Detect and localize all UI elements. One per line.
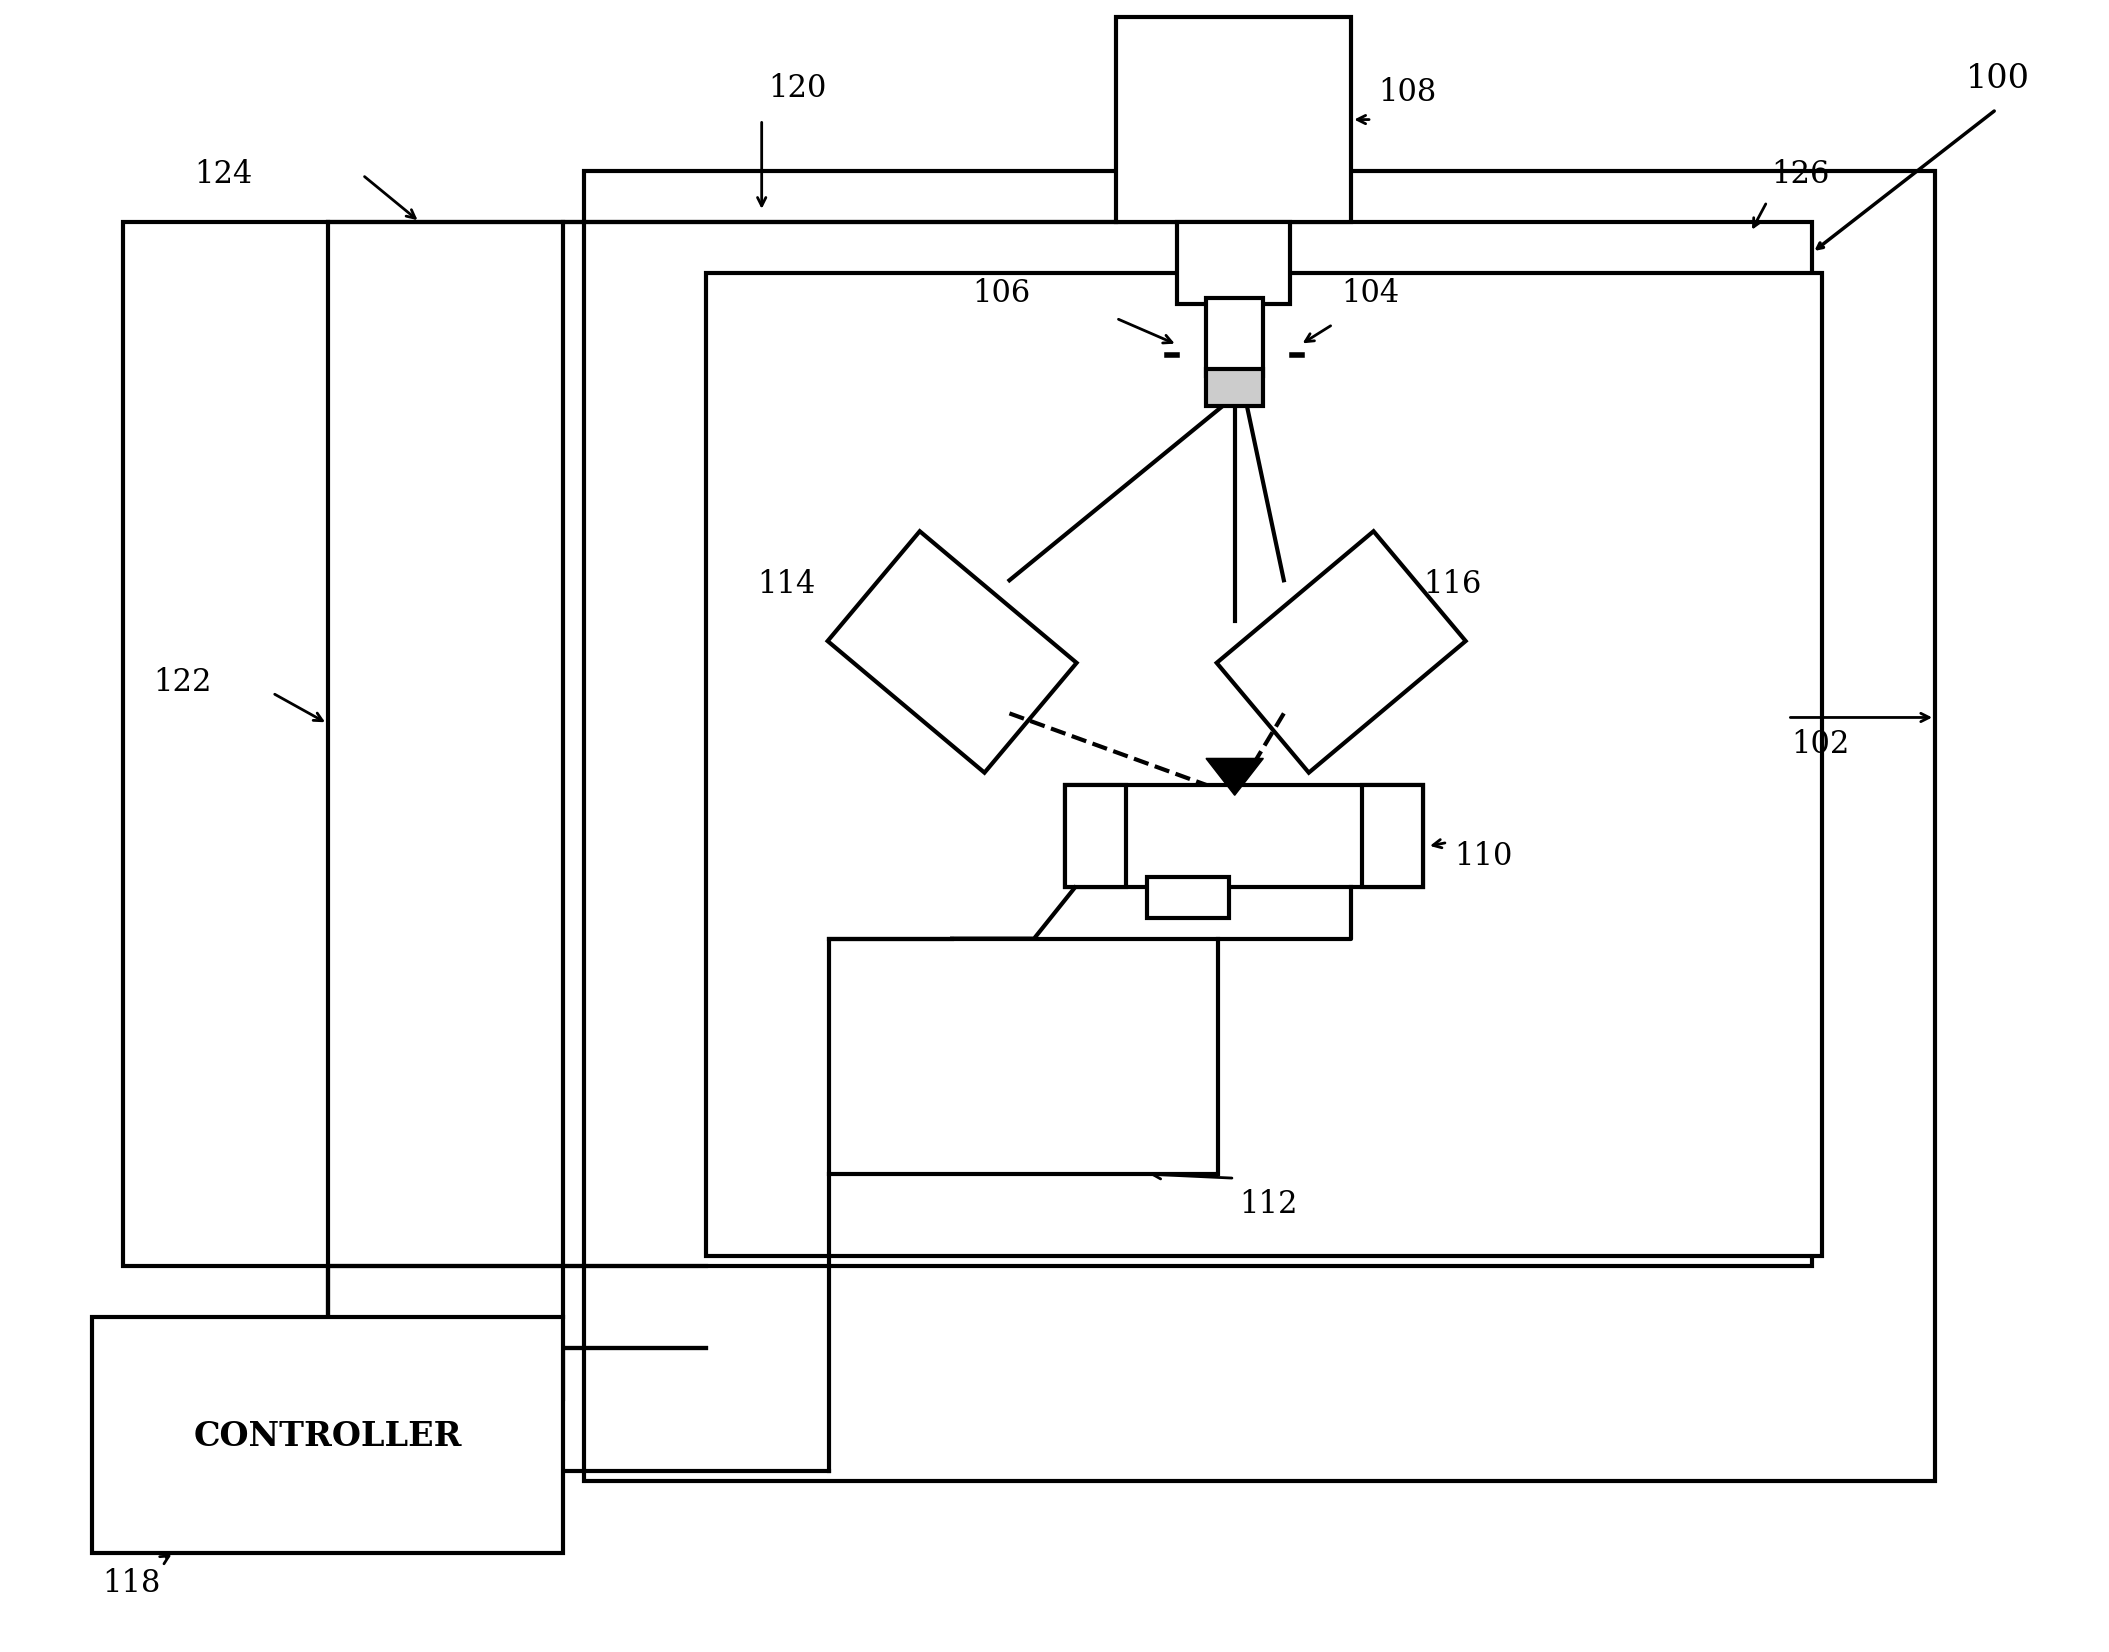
Text: 122: 122: [154, 667, 213, 699]
Text: CONTROLLER: CONTROLLER: [194, 1419, 462, 1452]
Bar: [707, 273, 1822, 1256]
Text: 120: 120: [768, 73, 827, 104]
Text: 106: 106: [972, 278, 1031, 309]
Text: 116: 116: [1424, 568, 1481, 600]
Bar: [829, 938, 1219, 1175]
Text: 104: 104: [1341, 278, 1398, 309]
Bar: [1065, 785, 1126, 887]
Bar: [122, 221, 1812, 1265]
Text: 112: 112: [1238, 1189, 1297, 1221]
Polygon shape: [1217, 532, 1466, 773]
Bar: [1362, 785, 1424, 887]
Text: 110: 110: [1453, 841, 1512, 872]
Text: 102: 102: [1793, 729, 1850, 760]
Bar: [1206, 297, 1263, 375]
Text: 100: 100: [1966, 63, 2029, 94]
Text: 108: 108: [1377, 78, 1436, 109]
Bar: [1065, 785, 1424, 887]
Bar: [1206, 370, 1263, 406]
Bar: [1147, 877, 1230, 919]
Polygon shape: [827, 532, 1076, 773]
Polygon shape: [1206, 758, 1263, 795]
Bar: [584, 170, 1934, 1482]
Text: 118: 118: [103, 1568, 160, 1599]
Bar: [93, 1317, 563, 1553]
Bar: [1116, 17, 1352, 221]
Bar: [1177, 221, 1291, 304]
Text: 114: 114: [757, 568, 816, 600]
Text: 124: 124: [194, 159, 253, 190]
Text: 126: 126: [1772, 159, 1829, 190]
